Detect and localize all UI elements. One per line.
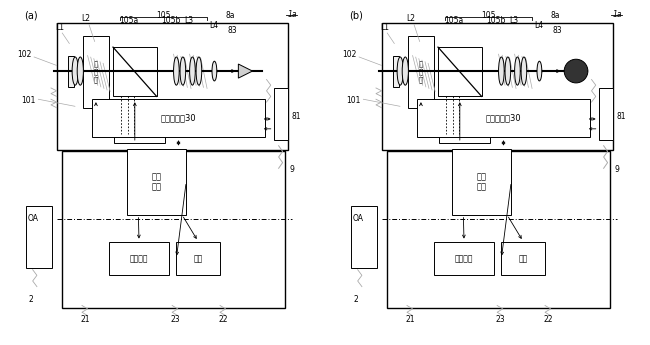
Text: L4: L4 xyxy=(209,21,218,30)
Bar xyxy=(438,47,482,97)
Text: L3: L3 xyxy=(510,17,519,26)
Bar xyxy=(439,130,490,143)
Text: 本体制御部30: 本体制御部30 xyxy=(161,114,196,123)
Ellipse shape xyxy=(402,57,408,85)
Ellipse shape xyxy=(397,57,403,85)
Text: 9: 9 xyxy=(289,165,294,174)
Text: 102: 102 xyxy=(342,50,356,59)
Text: L4: L4 xyxy=(534,21,543,30)
Text: 撮像
素子: 撮像 素子 xyxy=(151,172,162,191)
Bar xyxy=(434,241,495,275)
Bar xyxy=(382,23,613,150)
Ellipse shape xyxy=(174,57,179,85)
Text: OA: OA xyxy=(352,215,363,224)
Bar xyxy=(57,23,288,150)
Bar xyxy=(92,99,265,137)
Text: 制
御
部: 制 御 部 xyxy=(94,61,98,83)
Bar xyxy=(25,206,53,268)
Text: 記録媒体: 記録媒体 xyxy=(455,254,473,263)
Bar xyxy=(599,88,613,140)
Ellipse shape xyxy=(72,57,78,85)
Text: 105: 105 xyxy=(157,11,171,20)
Text: (b): (b) xyxy=(349,10,363,20)
Bar xyxy=(417,99,590,137)
Text: 本体制御部30: 本体制御部30 xyxy=(486,114,521,123)
Text: L2: L2 xyxy=(82,14,91,23)
Text: 23: 23 xyxy=(495,315,505,324)
Text: 83: 83 xyxy=(552,26,562,35)
Text: 105b: 105b xyxy=(161,17,181,26)
Bar xyxy=(109,241,170,275)
Bar xyxy=(393,56,399,87)
Ellipse shape xyxy=(212,61,217,81)
Ellipse shape xyxy=(521,57,527,85)
Text: 21: 21 xyxy=(405,315,415,324)
Text: 81: 81 xyxy=(292,112,302,121)
Text: 記録媒体: 記録媒体 xyxy=(130,254,148,263)
Text: 21: 21 xyxy=(80,315,90,324)
Text: 2: 2 xyxy=(29,295,33,304)
Bar xyxy=(274,88,288,140)
Text: 101: 101 xyxy=(346,96,361,105)
Text: 101: 101 xyxy=(21,96,36,105)
Text: (a): (a) xyxy=(24,10,38,20)
Bar xyxy=(176,241,220,275)
Text: 102: 102 xyxy=(17,50,31,59)
Text: 8a: 8a xyxy=(551,11,560,20)
Text: 105a: 105a xyxy=(445,17,464,26)
Text: 8a: 8a xyxy=(226,11,235,20)
Bar xyxy=(408,36,434,108)
Bar xyxy=(501,241,545,275)
Text: 2: 2 xyxy=(354,295,358,304)
Bar xyxy=(127,149,187,215)
Bar xyxy=(83,36,109,108)
Ellipse shape xyxy=(196,57,202,85)
Bar xyxy=(113,47,157,97)
Text: 9: 9 xyxy=(614,165,619,174)
Ellipse shape xyxy=(537,61,542,81)
Text: 撮像
素子: 撮像 素子 xyxy=(476,172,487,191)
Text: 22: 22 xyxy=(218,315,227,324)
Text: L3: L3 xyxy=(185,17,194,26)
Text: 電池: 電池 xyxy=(194,254,203,263)
Ellipse shape xyxy=(180,57,186,85)
Ellipse shape xyxy=(77,57,83,85)
Text: 22: 22 xyxy=(543,315,552,324)
Text: 105a: 105a xyxy=(120,17,139,26)
Bar xyxy=(350,206,378,268)
Text: 83: 83 xyxy=(227,26,237,35)
Bar xyxy=(387,151,610,308)
Text: OA: OA xyxy=(27,215,38,224)
Bar xyxy=(114,130,165,143)
Ellipse shape xyxy=(499,57,504,85)
Text: 1a: 1a xyxy=(288,10,298,20)
Text: 制
御
部: 制 御 部 xyxy=(419,61,423,83)
Text: L2: L2 xyxy=(407,14,416,23)
Text: 電池: 電池 xyxy=(519,254,528,263)
Ellipse shape xyxy=(515,57,520,85)
Text: 81: 81 xyxy=(617,112,627,121)
Text: 23: 23 xyxy=(170,315,180,324)
Text: 105: 105 xyxy=(482,11,496,20)
Ellipse shape xyxy=(190,57,195,85)
Circle shape xyxy=(564,59,588,83)
Bar xyxy=(62,151,285,308)
Ellipse shape xyxy=(505,57,511,85)
Bar xyxy=(452,149,512,215)
Text: 105b: 105b xyxy=(486,17,506,26)
Text: L1: L1 xyxy=(55,23,64,32)
Bar xyxy=(68,56,74,87)
Text: 1a: 1a xyxy=(613,10,623,20)
Polygon shape xyxy=(239,64,252,78)
Text: L1: L1 xyxy=(380,23,389,32)
